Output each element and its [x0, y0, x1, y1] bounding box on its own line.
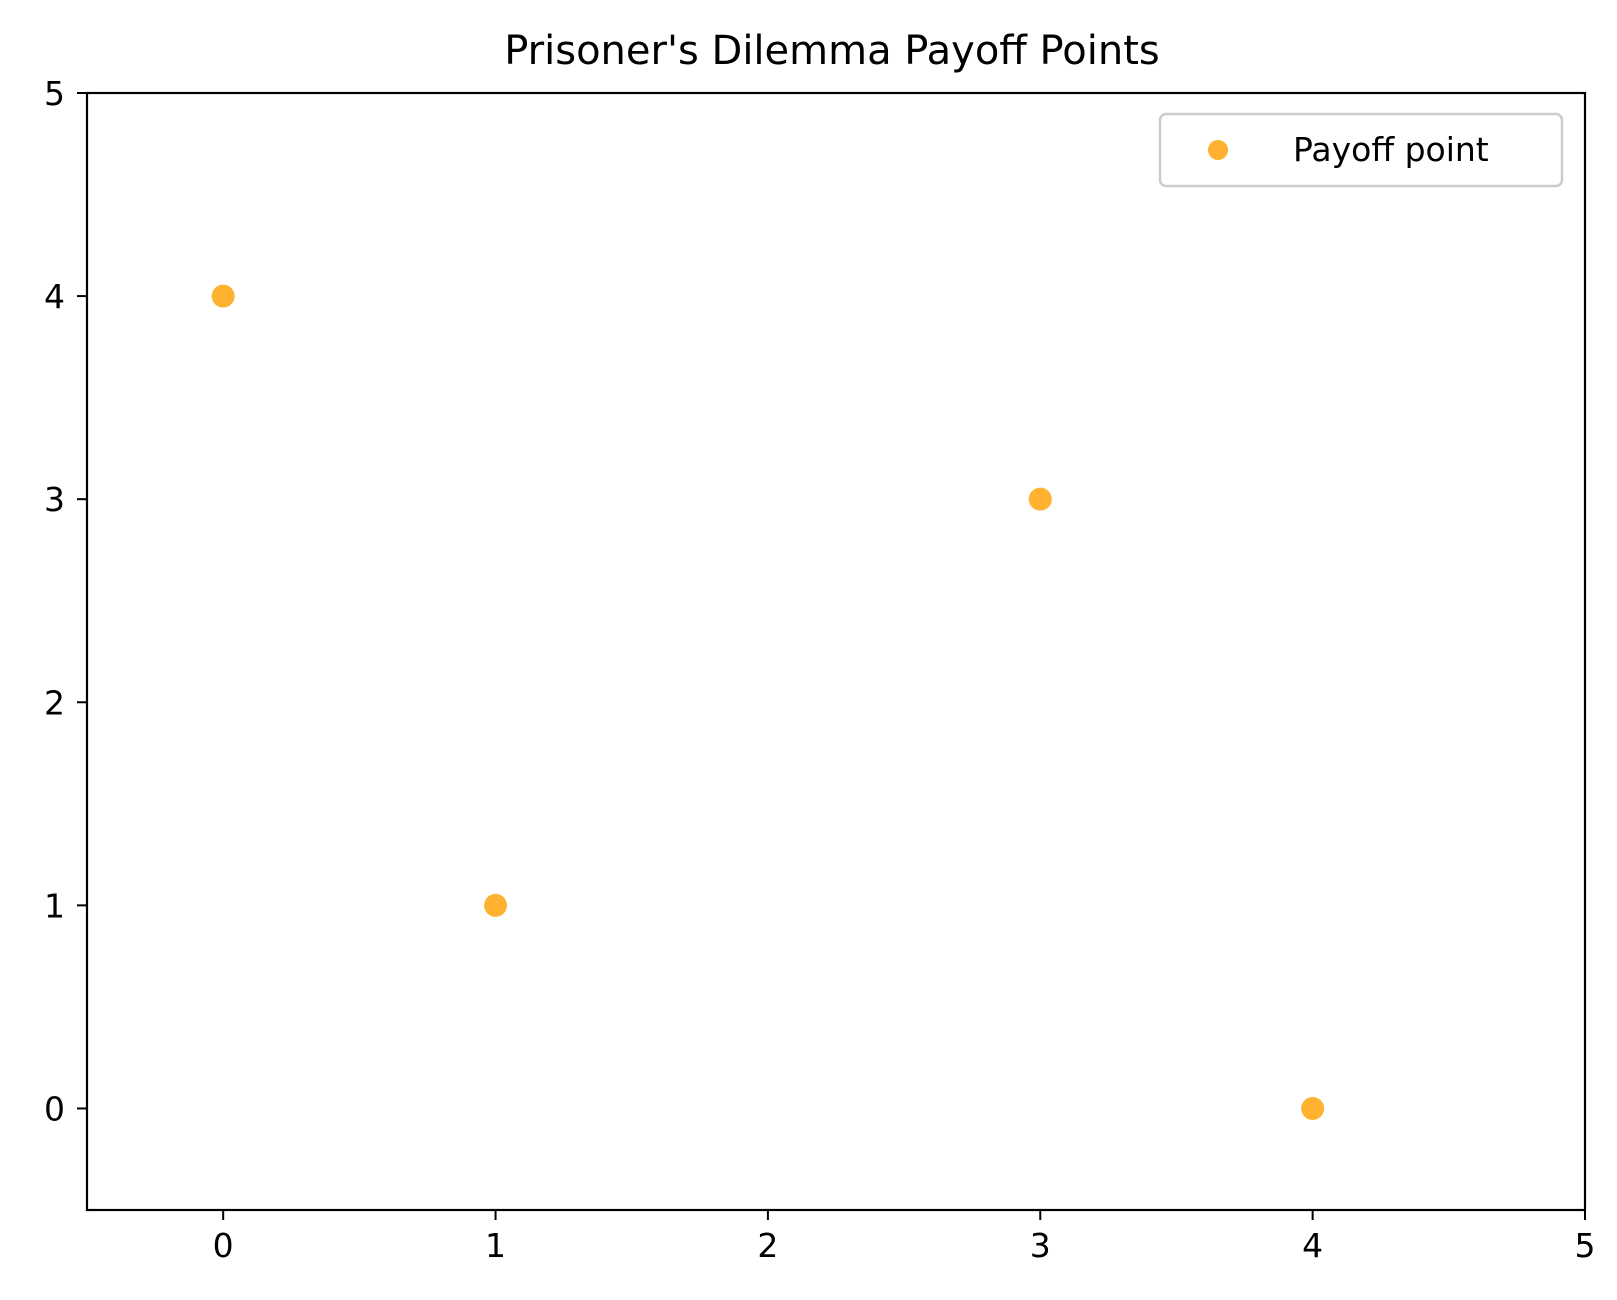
legend: Payoff point [1158, 112, 1564, 188]
plot-area: 0 1 2 3 4 5 0 1 2 3 4 5 [44, 74, 1596, 1265]
legend-label: Payoff point [1293, 130, 1489, 169]
x-tick-label: 3 [1030, 1226, 1051, 1265]
y-tick-label: 2 [44, 683, 65, 722]
data-point [211, 284, 235, 308]
data-point [1301, 1096, 1325, 1120]
y-tick-label: 0 [44, 1089, 65, 1128]
data-point [484, 893, 508, 917]
y-tick-label: 4 [44, 277, 65, 316]
x-tick-label: 5 [1575, 1226, 1596, 1265]
y-tick-label: 1 [44, 886, 65, 925]
legend-box [1158, 112, 1564, 188]
legend-marker [1208, 140, 1228, 160]
x-tick-label: 0 [213, 1226, 234, 1265]
data-point [1028, 487, 1052, 511]
y-tick-label: 3 [44, 480, 65, 519]
y-tick-label: 5 [44, 74, 65, 113]
plot-frame [85, 91, 1587, 1212]
chart-title: Prisoner's Dilemma Payoff Points [504, 28, 1159, 74]
x-tick-label: 2 [757, 1226, 778, 1265]
x-tick-label: 4 [1302, 1226, 1323, 1265]
x-tick-label: 1 [485, 1226, 506, 1265]
